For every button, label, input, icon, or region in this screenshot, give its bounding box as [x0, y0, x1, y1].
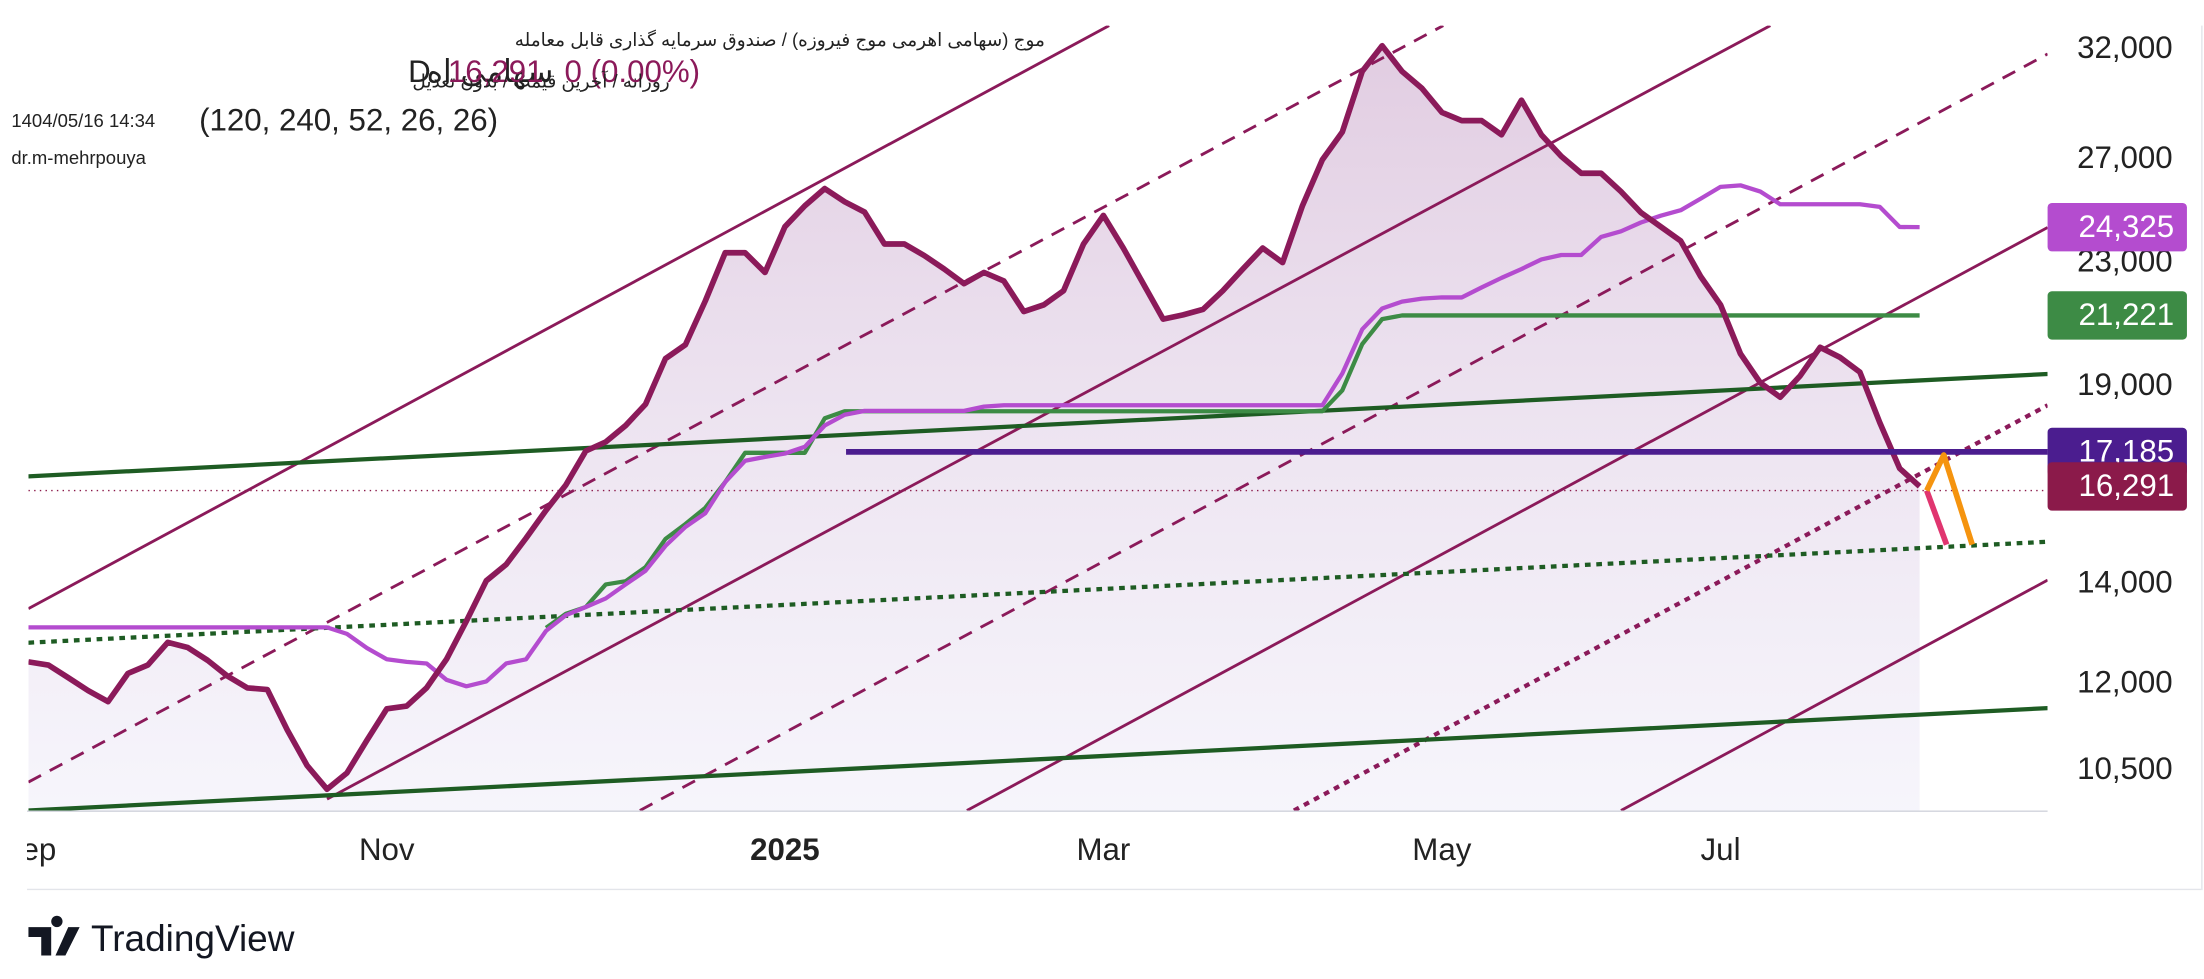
price-tag-label: 21,221 [2078, 297, 2174, 332]
x-tick-label: May [1412, 832, 1471, 867]
channel-dashed [639, 52, 2048, 811]
trend-line [28, 705, 2048, 811]
symbol-short: سهامی اه [427, 54, 554, 90]
x-tick-label: 2025 [750, 832, 820, 867]
projections [1924, 452, 1975, 546]
indicator-line [544, 313, 1920, 630]
header: موج (سهامی اهرمی موج فیروزه) / صندوق سرم… [0, 19, 1045, 180]
projection [1924, 452, 1975, 546]
y-tick-label: 12,000 [2077, 664, 2173, 699]
price-line [28, 42, 1922, 793]
y-tick-label: 32,000 [2077, 30, 2173, 65]
price-tag [2047, 462, 2187, 511]
x-tick-label: Mar [1076, 832, 1130, 867]
x-tick-label: Jul [1701, 832, 1741, 867]
indicator-line [28, 183, 1920, 689]
brand-logo [28, 915, 80, 956]
header-bg [0, 19, 521, 180]
datetime: 1404/05/16 14:34 [11, 110, 155, 131]
y-tick-label: 19,000 [2077, 367, 2173, 402]
price-tag [2047, 202, 2187, 252]
last-price: 16,291 [448, 54, 544, 89]
indicator-params: (120, 240, 52, 26, 26) [199, 103, 498, 138]
channel-line [966, 226, 2048, 811]
series-layer [28, 42, 2048, 793]
x-tick-label: Sep [1, 832, 57, 867]
brand: TradingView [28, 915, 295, 959]
price-tag-label: 24,325 [2078, 209, 2174, 244]
projection [1924, 489, 1950, 546]
channel-line [1620, 578, 2048, 811]
trend-line [28, 371, 2048, 479]
price-tag-label: 16,291 [2078, 468, 2174, 503]
trend-dotted [28, 539, 2048, 645]
interval: D [408, 54, 431, 89]
y-tick-label: 14,000 [2077, 565, 2173, 600]
y-tick-label: 10,500 [2077, 751, 2173, 786]
x-axis: Sep Nov 2025 Mar May Jul [1, 832, 1741, 867]
timeframe-line: روزانه / آخرین قیمت / بدون تعدیل [412, 69, 669, 92]
channel-dashed [28, 25, 1444, 784]
x-tick-label: Nov [359, 832, 415, 867]
frame [27, 25, 2203, 891]
price-tag [2047, 291, 2187, 340]
drawings [28, 25, 2048, 811]
symbol-line: موج (سهامی اهرمی موج فیروزه) / صندوق سرم… [515, 29, 1045, 51]
channel-line [28, 25, 1110, 610]
brand-name: TradingView [91, 918, 295, 959]
y-tick-label: 27,000 [2077, 140, 2173, 175]
change: 0 (0.00%) [565, 54, 701, 89]
axis-layer: 10,50012,00014,00019,00023,00027,00032,0… [2047, 30, 2187, 786]
author: dr.m-mehrpouya [11, 147, 146, 168]
